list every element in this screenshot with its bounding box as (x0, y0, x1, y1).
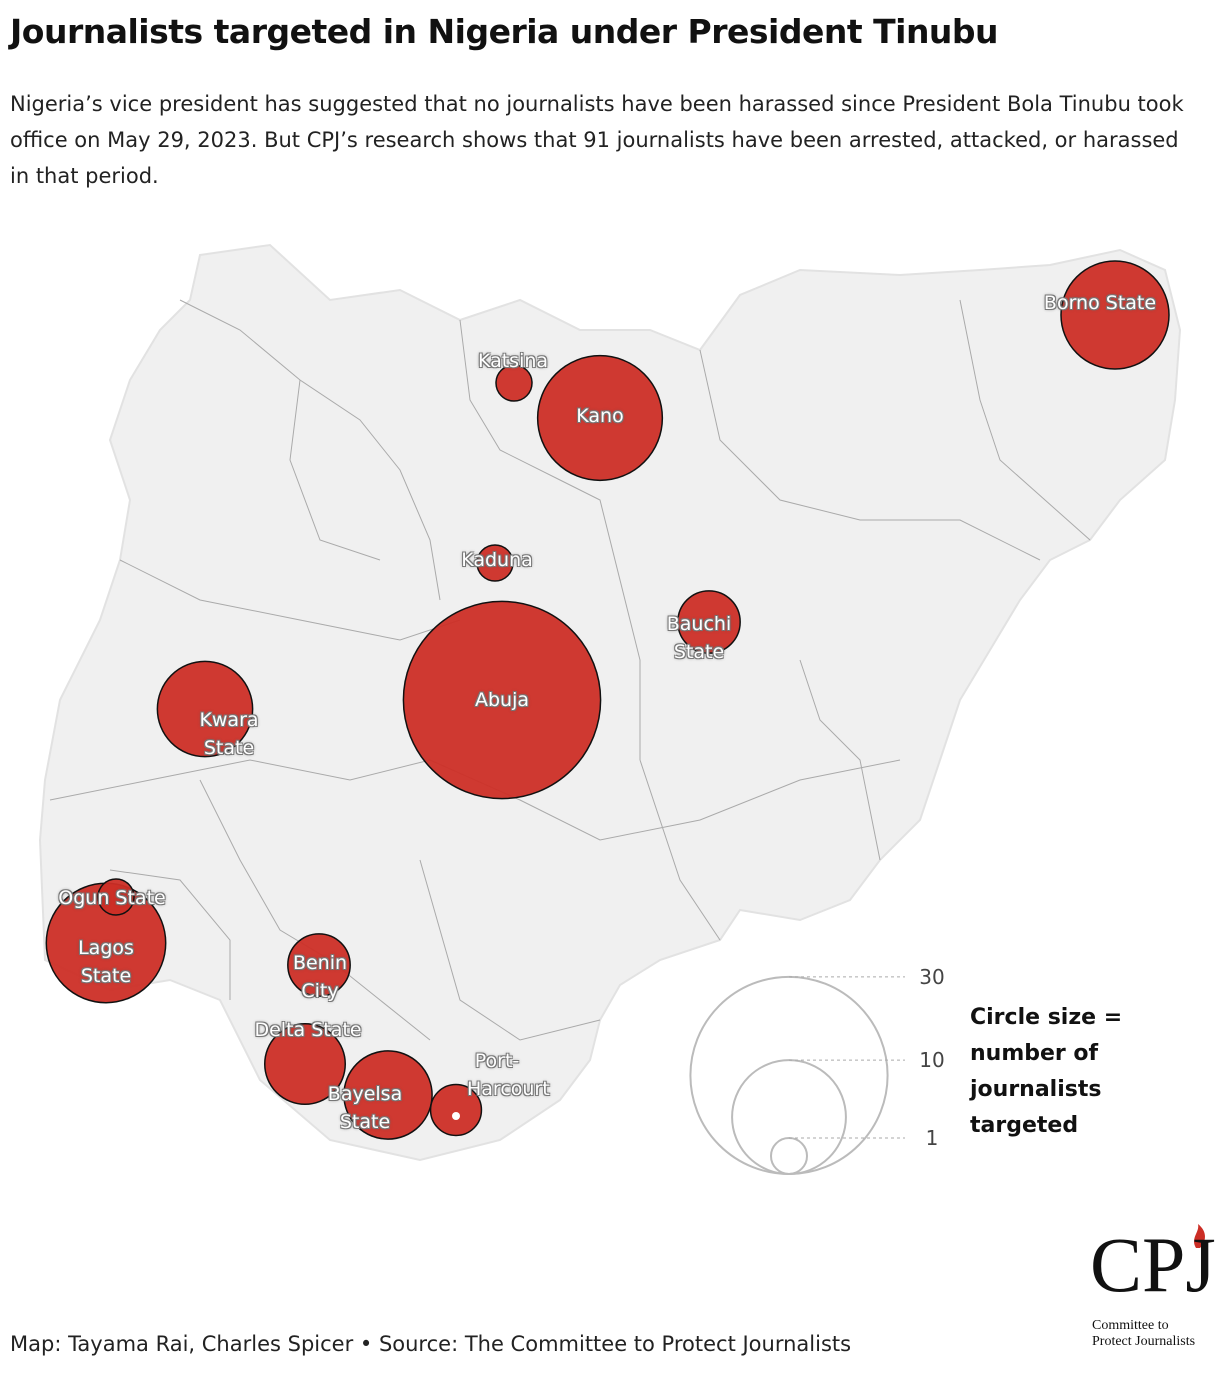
bubble-label: Ogun State (58, 887, 166, 909)
bubble-label: Port-Harcourt (467, 1050, 550, 1100)
bubble (343, 1050, 433, 1140)
border (799, 659, 881, 861)
bubble (156, 660, 254, 758)
border (419, 859, 601, 1041)
subtitle: Nigeria’s vice president has suggested t… (10, 92, 1184, 188)
bubble (429, 1083, 483, 1137)
border (289, 379, 381, 561)
bubble (495, 364, 533, 402)
title: Journalists targeted in Nigeria under Pr… (10, 12, 999, 51)
city-dot (452, 1112, 460, 1120)
bubble-label: Bayelsa State (327, 1083, 403, 1133)
country-outline (38, 243, 1182, 1162)
bubble (1060, 260, 1170, 370)
bubble (536, 354, 664, 482)
bubble-label: Abuja (474, 689, 530, 711)
border (459, 319, 641, 760)
border (699, 349, 1041, 561)
bubble-label: Lagos State (78, 937, 134, 987)
bubble-label: Katsina (477, 350, 549, 372)
bubble-label: Delta State (254, 1019, 362, 1041)
border (639, 759, 721, 941)
legend-value: 10 (919, 1048, 945, 1073)
logo-name: Committee to Protect Journalists (1092, 1318, 1196, 1349)
bubble-label: Benin City (292, 952, 348, 1002)
bubble (677, 590, 741, 654)
bubble-label: Bauchi State (666, 613, 732, 663)
logo-flame (1194, 1224, 1205, 1248)
legend-circle (770, 1137, 808, 1175)
bubble (264, 1023, 346, 1105)
state-borders (49, 299, 1091, 1041)
bubble (476, 544, 514, 582)
logo-mark: CPJ (1090, 1221, 1216, 1308)
border (109, 869, 231, 1000)
legend-value: 30 (919, 964, 945, 989)
bubble (287, 933, 351, 997)
legend-circle (731, 1059, 847, 1175)
bubble (97, 878, 135, 916)
legend-circle (689, 975, 889, 1175)
legend-value: 1 (925, 1126, 939, 1150)
bubble-label: Borno State (1043, 292, 1157, 314)
border (959, 299, 1091, 541)
legend-title: Circle size = number of journalists targ… (970, 1005, 1123, 1138)
bubble (402, 600, 602, 800)
border (119, 559, 461, 641)
bubble-label: Kwara State (199, 709, 259, 759)
border (179, 299, 441, 601)
bubble-label: Kano (576, 405, 624, 427)
bubble-label: Kaduna (461, 549, 533, 571)
source: Map: Tayama Rai, Charles Spicer • Source… (10, 1332, 852, 1356)
